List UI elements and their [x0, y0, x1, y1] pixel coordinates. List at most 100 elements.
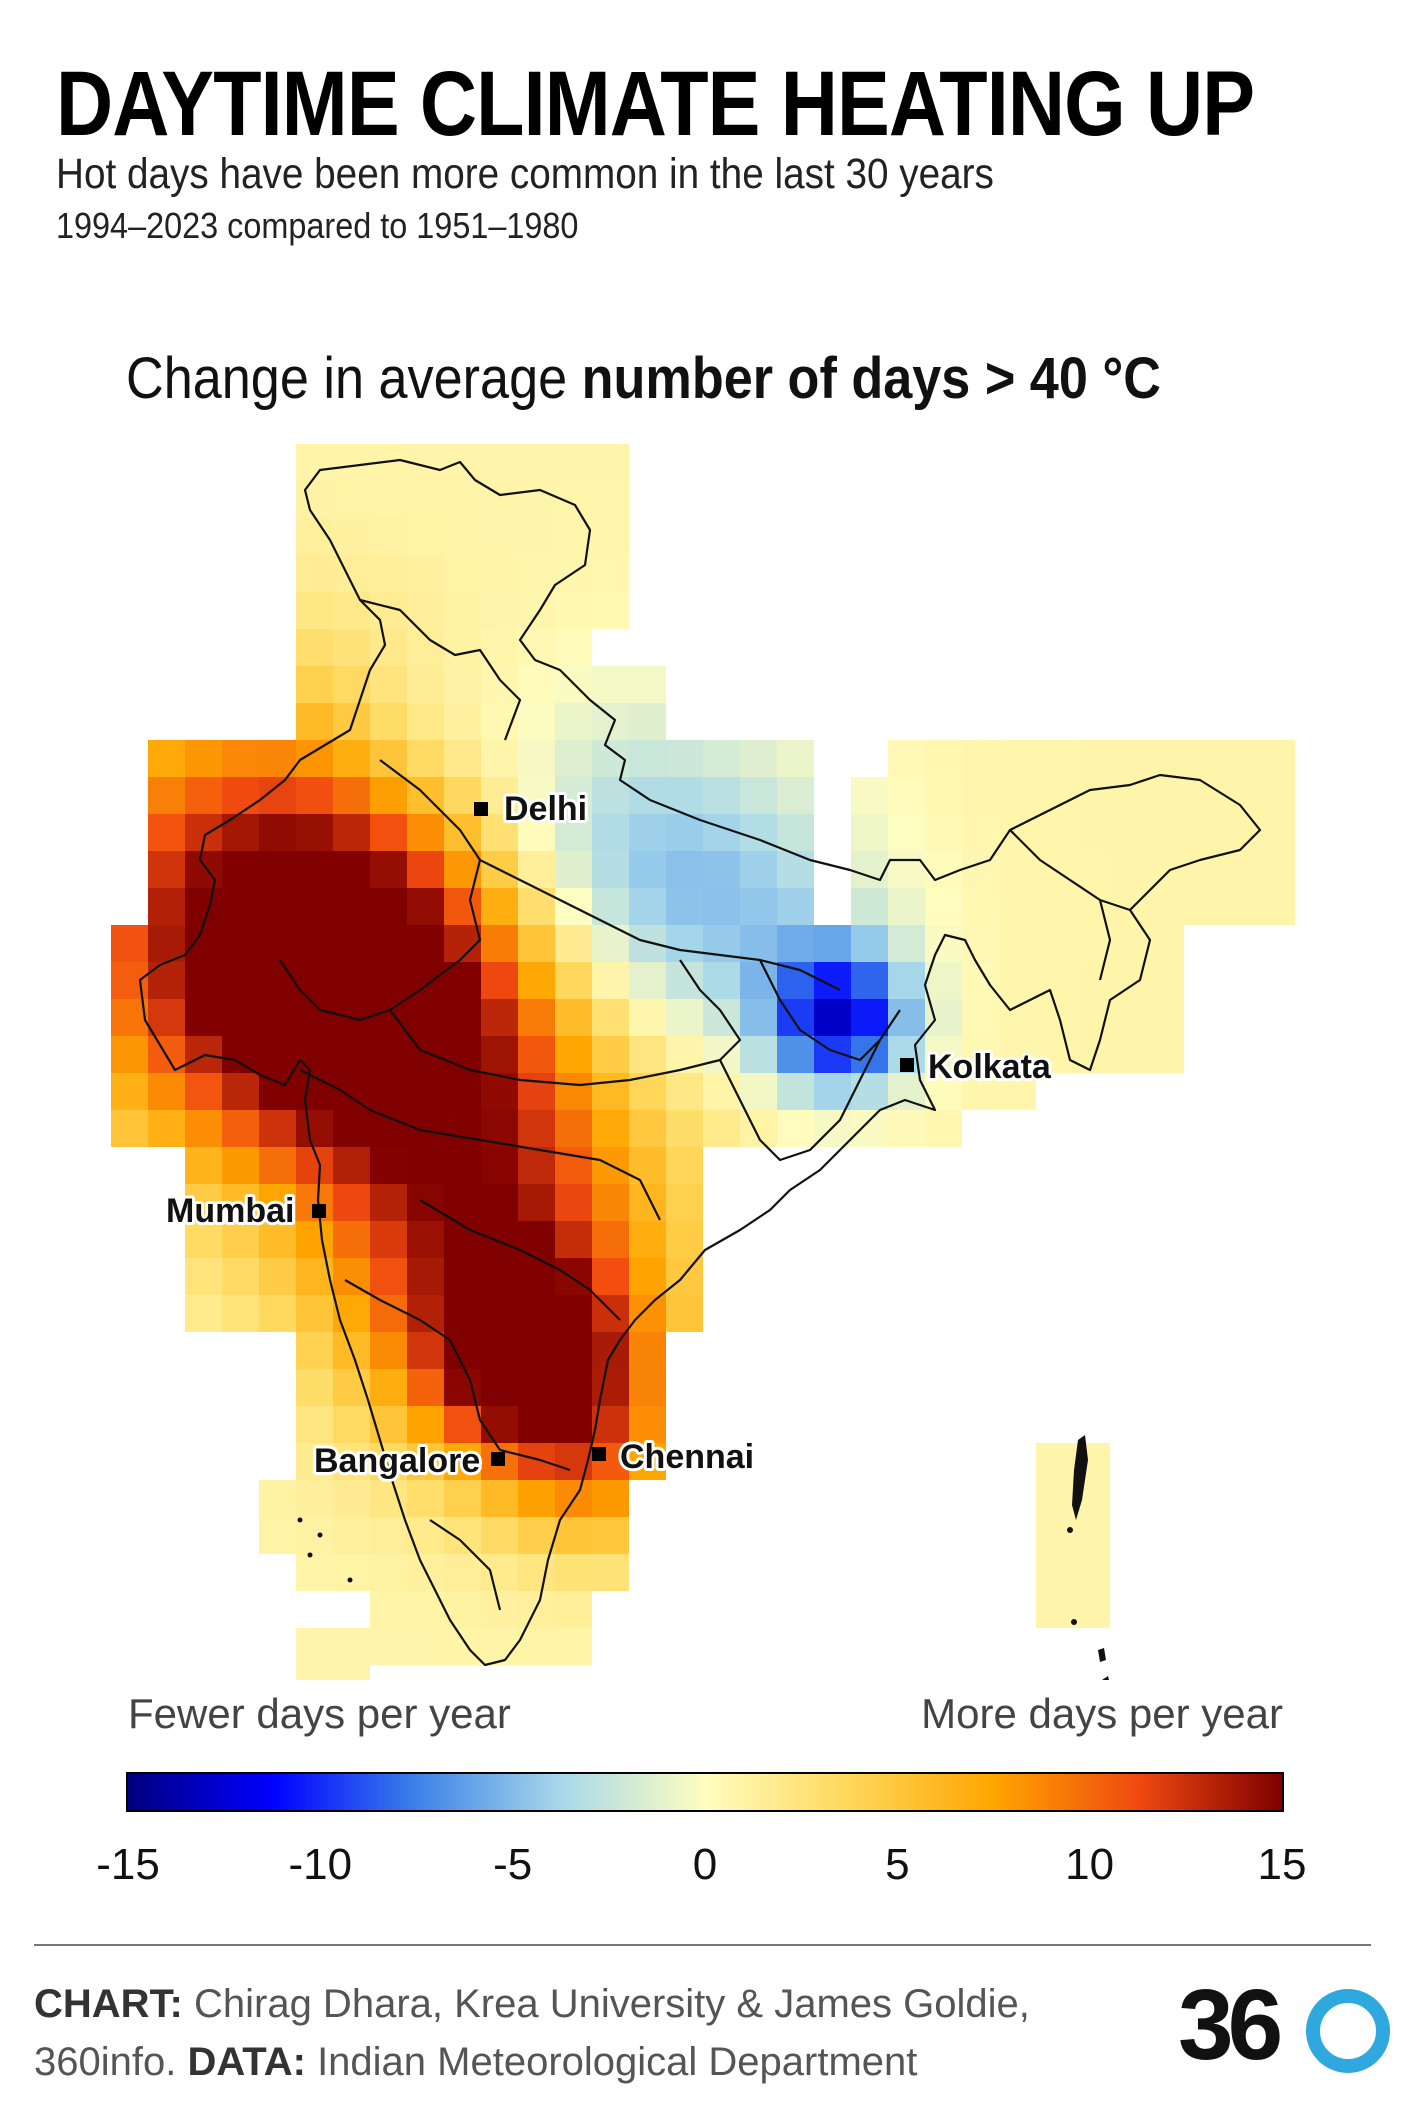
heat-cell [333, 1665, 370, 1680]
lakshadweep-dot [307, 1552, 313, 1558]
heat-cell [333, 518, 370, 555]
heat-cell [1110, 777, 1147, 814]
heat-cell [888, 740, 925, 777]
island-dot [1067, 1527, 1073, 1533]
islands [297, 1435, 1109, 1680]
heat-cell [925, 888, 962, 925]
heat-cell [629, 1295, 666, 1332]
border-central [299, 1069, 661, 1221]
heat-cell [518, 1184, 555, 1221]
heat-cell [518, 999, 555, 1036]
heat-cell [851, 777, 888, 814]
heat-cell [666, 851, 703, 888]
heat-cell [999, 1073, 1036, 1110]
mumbai-label: Mumbai [166, 1192, 294, 1230]
heat-cell [444, 1258, 481, 1295]
heat-cell [592, 592, 629, 629]
heat-cell [629, 1369, 666, 1406]
scale-tick-label: 5 [885, 1840, 910, 1889]
heat-cell [370, 1258, 407, 1295]
heat-cell [1147, 814, 1184, 851]
heat-cell [370, 999, 407, 1036]
border-telangana [419, 1199, 621, 1321]
heat-cell [370, 1295, 407, 1332]
border-north-1 [359, 598, 522, 741]
heat-cell [962, 999, 999, 1036]
heat-cell [740, 999, 777, 1036]
heat-cell [407, 1517, 444, 1554]
border-mp [389, 959, 742, 1087]
heat-cell [444, 1517, 481, 1554]
heat-cell [1110, 999, 1147, 1036]
heat-cell [1258, 851, 1295, 888]
heat-cell [629, 740, 666, 777]
heat-cell [592, 1036, 629, 1073]
heat-cell [296, 1073, 333, 1110]
heat-cell [555, 1073, 592, 1110]
heat-cell [185, 962, 222, 999]
heat-cell [185, 1147, 222, 1184]
lakshadweep-dot [317, 1532, 323, 1538]
heat-cell [666, 999, 703, 1036]
heat-cell [629, 962, 666, 999]
heat-cell [592, 1221, 629, 1258]
heat-cell [814, 1073, 851, 1110]
heat-cell [444, 1221, 481, 1258]
heat-cell [148, 999, 185, 1036]
credit-org: 360info. [34, 2040, 188, 2084]
heat-cell [185, 1258, 222, 1295]
heat-cell [888, 1110, 925, 1147]
heat-cell [666, 1036, 703, 1073]
heat-cell [518, 962, 555, 999]
heat-cell [629, 1184, 666, 1221]
heat-cell [185, 1184, 222, 1221]
heat-cell [555, 1110, 592, 1147]
heat-cell [222, 1036, 259, 1073]
heat-cell [777, 888, 814, 925]
heat-cell [851, 1073, 888, 1110]
heat-cell [370, 925, 407, 962]
heat-cell [333, 666, 370, 703]
heat-cell [1110, 1036, 1147, 1073]
heat-cell [333, 1036, 370, 1073]
heat-cell [259, 1036, 296, 1073]
logo-number: 36 [1178, 1969, 1283, 2081]
heat-cell [444, 703, 481, 740]
metric-prefix: Change in average [126, 346, 582, 411]
heat-cell [962, 888, 999, 925]
heat-cell [925, 777, 962, 814]
heat-cell [296, 555, 333, 592]
heat-cell [185, 1073, 222, 1110]
heat-cell [370, 1591, 407, 1628]
heat-cell [296, 1443, 333, 1480]
heat-cell [999, 777, 1036, 814]
heat-cell [296, 1480, 333, 1517]
heat-cell [185, 1295, 222, 1332]
heat-cell [1110, 814, 1147, 851]
heat-cell [851, 814, 888, 851]
heat-cell [962, 814, 999, 851]
heat-cell [444, 1147, 481, 1184]
heat-cell [185, 777, 222, 814]
heat-cell [1147, 777, 1184, 814]
data-credit-label: DATA: [187, 2040, 306, 2084]
footer-divider [34, 1944, 1371, 1946]
heat-cell [1258, 777, 1295, 814]
heat-cell [407, 518, 444, 555]
heat-cell [629, 1406, 666, 1443]
heat-cell [629, 851, 666, 888]
heat-cell [518, 1517, 555, 1554]
heat-cell [407, 1147, 444, 1184]
heat-cell [1110, 888, 1147, 925]
delhi-marker [474, 802, 488, 816]
heat-cell [592, 666, 629, 703]
heat-cell [259, 814, 296, 851]
heat-cell [888, 962, 925, 999]
heat-cell [222, 1110, 259, 1147]
heat-cell [259, 1147, 296, 1184]
heat-cell [148, 962, 185, 999]
heat-cell [703, 814, 740, 851]
heat-cell [666, 814, 703, 851]
heat-cell [925, 740, 962, 777]
heat-cell [518, 1073, 555, 1110]
